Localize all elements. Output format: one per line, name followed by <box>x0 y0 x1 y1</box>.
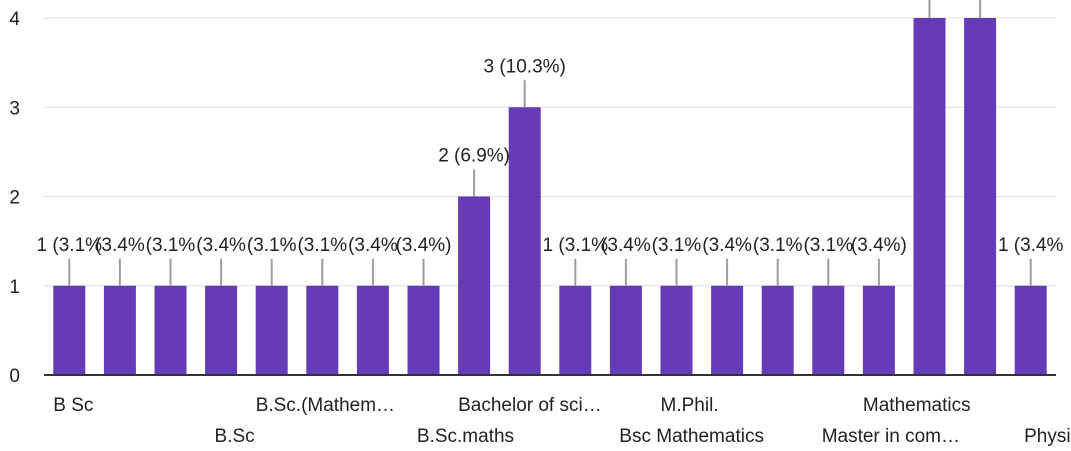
bar <box>913 18 946 375</box>
data-label: (3.4% <box>196 235 246 256</box>
category-label: Mathematics <box>863 395 971 416</box>
bar <box>458 196 491 375</box>
bar <box>154 285 187 375</box>
bar <box>356 285 389 375</box>
bar <box>306 285 339 375</box>
data-label: (3.4% <box>348 235 398 256</box>
data-label: (3.1% <box>803 235 853 256</box>
data-label: (3.1% <box>652 235 702 256</box>
category-label: B.Sc.(Mathem… <box>256 395 395 416</box>
data-label: 1 (3.1% <box>37 235 103 256</box>
y-tick-label: 1 <box>9 277 20 298</box>
data-label: (3.4% <box>702 235 752 256</box>
bar <box>711 285 744 375</box>
bar <box>1014 285 1047 375</box>
data-label: 3 (10.3%) <box>484 56 566 77</box>
data-labels: 1 (3.1%(3.4% (3.1% (3.4% (3.1% (3.1% (3.4%(3.… <box>37 0 1064 286</box>
data-label: 2 (6.9%) <box>438 146 510 167</box>
y-tick-label: 3 <box>9 98 20 119</box>
bar <box>964 18 997 375</box>
data-label: (3.1% <box>753 235 803 256</box>
category-label: B Sc <box>53 395 93 416</box>
bar <box>609 285 642 375</box>
bar <box>761 285 794 375</box>
bar <box>812 285 845 375</box>
bar <box>53 285 86 375</box>
bar <box>103 285 136 375</box>
category-label: B.Sc <box>215 426 255 447</box>
data-label: (3.4% <box>95 235 145 256</box>
data-label: (3.4%) <box>396 235 452 256</box>
data-label: 1 (3.4% <box>998 235 1064 256</box>
category-label: M.Phil. <box>661 395 719 416</box>
y-tick-label: 2 <box>9 188 20 209</box>
y-tick-label: 4 <box>9 9 20 30</box>
data-label: (3.1% <box>146 235 196 256</box>
y-axis-ticks: 0 1 2 3 4 <box>9 9 20 387</box>
category-label: Bsc Mathematics <box>619 426 764 447</box>
category-label: Physics <box>1024 426 1071 447</box>
category-label: Master in com… <box>822 426 960 447</box>
y-tick-label: 0 <box>9 366 20 387</box>
bar <box>559 285 592 375</box>
data-label: (3.4% <box>601 235 651 256</box>
bar <box>660 285 693 375</box>
data-label: (3.1% <box>247 235 297 256</box>
category-label: Bachelor of sci… <box>458 395 602 416</box>
category-labels: B Sc B.ScB.Sc.(Mathem… B.Sc.maths Bachelor … <box>53 395 1071 447</box>
bar <box>255 285 288 375</box>
data-label: (3.1% <box>297 235 347 256</box>
bar <box>205 285 238 375</box>
bars <box>53 18 1047 375</box>
category-label: B.Sc.maths <box>417 426 514 447</box>
bar <box>862 285 895 375</box>
bar <box>407 285 440 375</box>
data-label: 1 (3.1% <box>543 235 609 256</box>
data-label: (3.4%) <box>851 235 907 256</box>
bar <box>508 107 541 375</box>
